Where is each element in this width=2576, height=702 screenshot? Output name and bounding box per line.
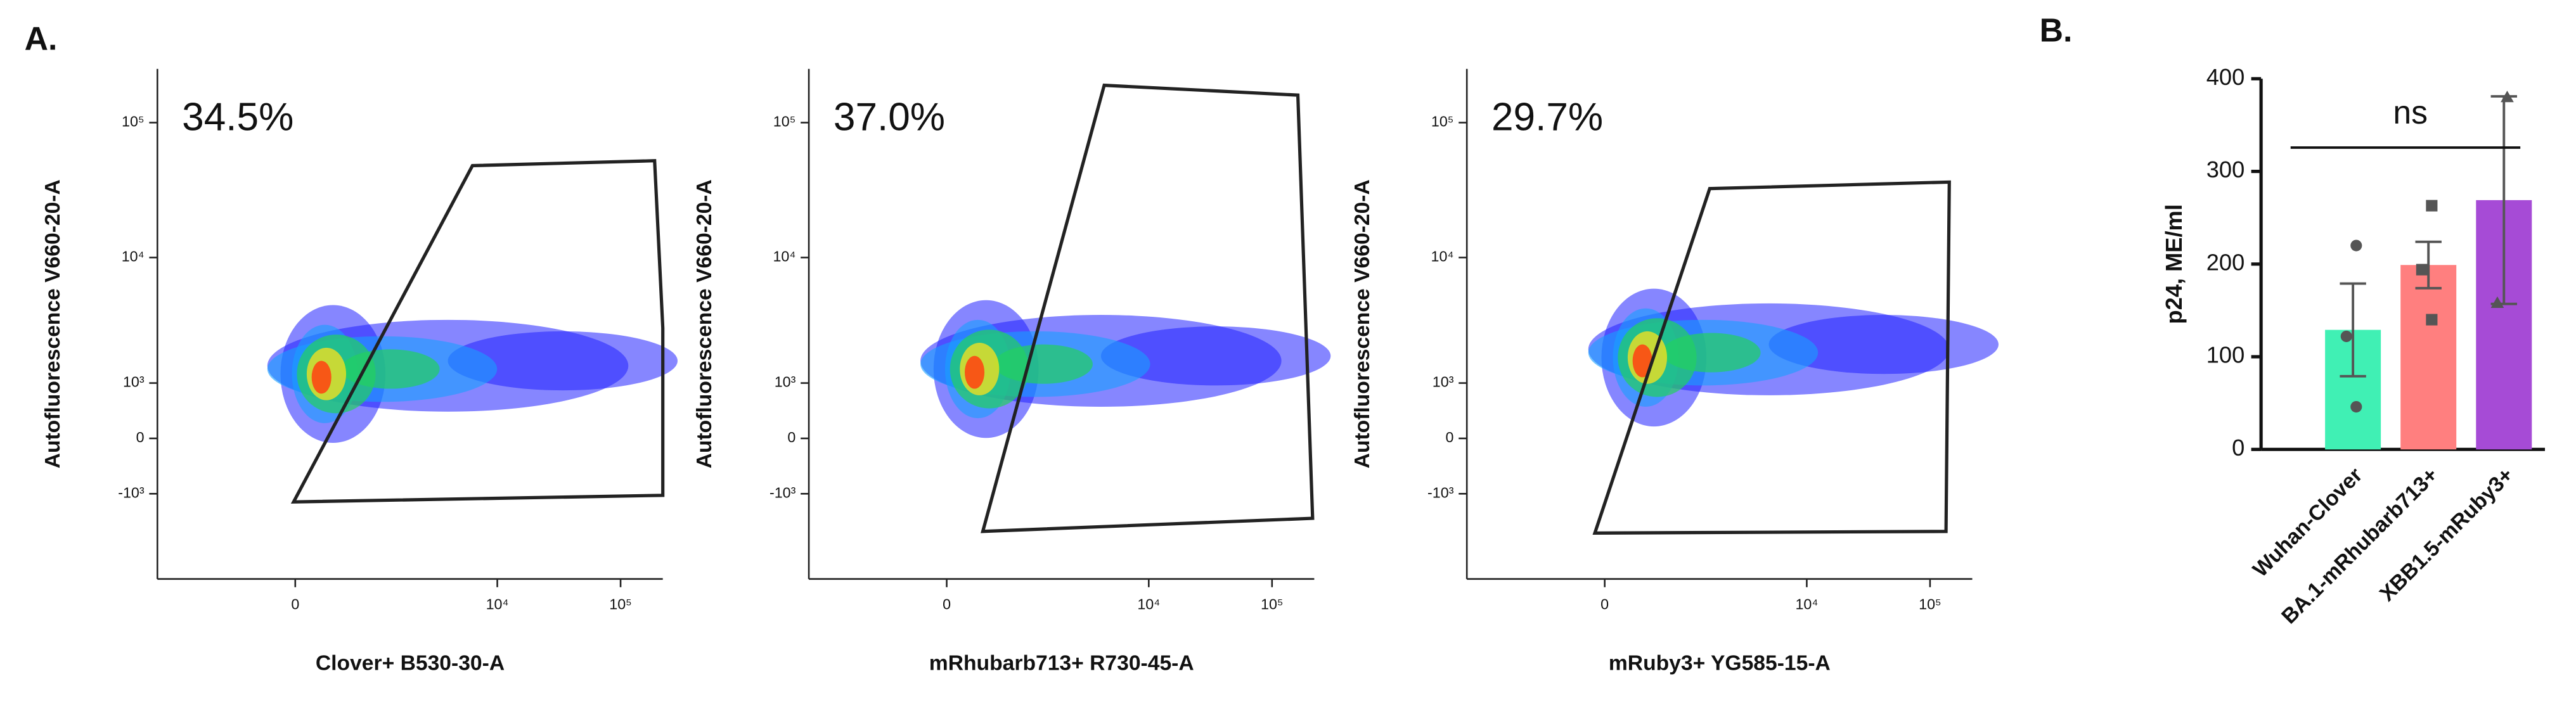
x-tick-label: 10⁴ bbox=[1795, 596, 1818, 612]
y-tick-label: -10³ bbox=[118, 484, 145, 501]
panel-label: B. bbox=[2040, 11, 2073, 48]
x-axis-label: Clover+ B530-30-A bbox=[316, 651, 505, 675]
y-axis-label: Autofluorescence V660-20-A bbox=[41, 179, 65, 468]
y-tick-label: 10³ bbox=[123, 374, 145, 390]
data-point bbox=[2416, 264, 2428, 276]
gate bbox=[1592, 180, 1951, 535]
event-density bbox=[267, 336, 498, 402]
x-axis-label: mRhubarb713+ R730-45-A bbox=[929, 651, 1194, 675]
annotation: ns bbox=[2393, 94, 2428, 131]
y-tick-label: 10⁵ bbox=[773, 113, 796, 130]
y-tick-label: 400 bbox=[2206, 64, 2244, 90]
data-point bbox=[2501, 91, 2514, 103]
bar-panel: 0100200300400Wuhan-CloverBA.1-mRhubarb71… bbox=[2161, 64, 2546, 629]
flow-panel: -10³ 0 10³ 10⁴ 10⁵ 0 10⁴ 10⁵ 29.7% mRuby3+ YG585-… bbox=[1351, 68, 1999, 675]
event-density bbox=[1588, 303, 1950, 395]
x-tick-label: 10⁵ bbox=[1919, 596, 1942, 612]
event-density bbox=[1613, 308, 1679, 407]
panel-label: A. bbox=[25, 20, 58, 56]
y-tick-label: 10³ bbox=[775, 374, 796, 390]
gate bbox=[981, 83, 1315, 533]
y-axis-label: Autofluorescence V660-20-A bbox=[693, 179, 716, 468]
x-tick-label: 0 bbox=[943, 596, 951, 612]
event-density bbox=[920, 315, 1282, 407]
y-tick-label: -10³ bbox=[770, 484, 796, 501]
event-density bbox=[448, 331, 678, 391]
x-tick-label: 0 bbox=[291, 596, 299, 612]
y-axis-label: p24, ME/ml bbox=[2161, 204, 2187, 324]
x-tick-label: 10⁴ bbox=[1137, 596, 1160, 612]
flow-panel: -10³ 0 10³ 10⁴ 10⁵ 0 10⁴ 10⁵ 34.5% Clover+ B530-3… bbox=[41, 68, 678, 675]
flow-panel: -10³ 0 10³ 10⁴ 10⁵ 0 10⁴ 10⁵ 37.0% mRhubarb713+ R… bbox=[693, 68, 1331, 675]
y-tick-label: 10⁴ bbox=[1431, 248, 1454, 265]
y-tick-label: -10³ bbox=[1427, 484, 1454, 501]
event-density bbox=[280, 305, 386, 443]
y-tick-label: 0 bbox=[1446, 429, 1454, 445]
bar bbox=[2400, 265, 2457, 450]
event-density bbox=[1100, 326, 1331, 386]
x-tick-label: 0 bbox=[1600, 596, 1609, 612]
event-density bbox=[267, 319, 629, 412]
x-tick-label: 10⁵ bbox=[1261, 596, 1284, 612]
event-density bbox=[306, 347, 347, 400]
data-point bbox=[2340, 330, 2352, 342]
event-density bbox=[1588, 319, 1819, 386]
event-density bbox=[311, 361, 332, 394]
y-tick-label: 10³ bbox=[1433, 374, 1454, 390]
event-density bbox=[292, 324, 358, 423]
y-tick-label: 10⁴ bbox=[773, 248, 795, 265]
gate bbox=[290, 159, 665, 504]
data-point bbox=[2426, 314, 2438, 326]
data-point bbox=[2426, 200, 2438, 212]
y-tick-label: 200 bbox=[2206, 249, 2244, 275]
y-tick-label: 100 bbox=[2206, 342, 2244, 368]
x-tick-label: XBB1.5-mRuby3+ bbox=[2375, 463, 2518, 606]
event-density bbox=[297, 335, 376, 414]
x-tick-label: 10⁵ bbox=[609, 596, 632, 612]
annotation: 34.5% bbox=[182, 95, 293, 139]
event-density bbox=[950, 329, 1029, 409]
annotation: 29.7% bbox=[1491, 95, 1603, 139]
event-density bbox=[1618, 318, 1697, 397]
event-density bbox=[965, 355, 985, 389]
y-tick-label: 300 bbox=[2206, 156, 2244, 182]
data-point bbox=[2350, 239, 2362, 252]
event-density bbox=[933, 300, 1039, 438]
y-tick-label: 10⁴ bbox=[122, 248, 145, 265]
y-tick-label: 10⁵ bbox=[1431, 113, 1454, 130]
y-axis-label: Autofluorescence V660-20-A bbox=[1351, 179, 1374, 468]
y-tick-label: 0 bbox=[136, 429, 145, 445]
event-density bbox=[994, 344, 1093, 384]
y-tick-label: 10⁵ bbox=[122, 113, 145, 130]
annotation: 37.0% bbox=[834, 95, 945, 139]
y-tick-label: 0 bbox=[2232, 435, 2244, 461]
event-density bbox=[1662, 333, 1761, 373]
y-tick-label: 0 bbox=[787, 429, 795, 445]
event-density bbox=[1768, 315, 1999, 374]
x-tick-label: 10⁴ bbox=[486, 596, 509, 612]
event-density bbox=[960, 343, 1000, 395]
event-density bbox=[944, 319, 1011, 419]
data-point bbox=[2350, 400, 2362, 413]
x-axis-label: mRuby3+ YG585-15-A bbox=[1609, 651, 1831, 675]
data-point bbox=[2490, 296, 2504, 308]
